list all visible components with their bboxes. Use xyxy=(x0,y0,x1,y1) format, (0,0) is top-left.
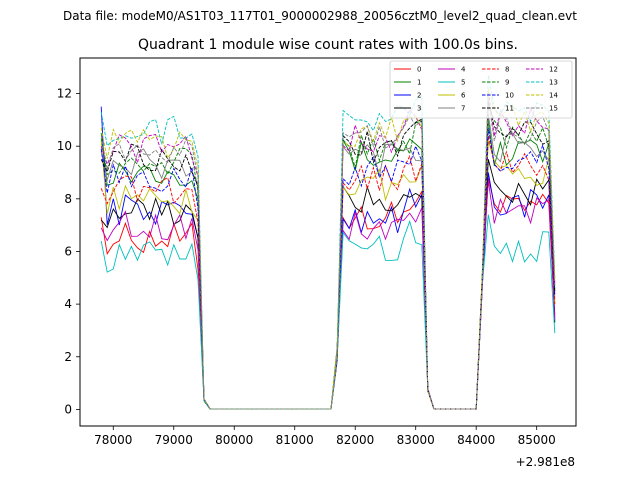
legend-label-11: 11 xyxy=(505,105,514,113)
data-file-label: Data file: modeM0/AS1T03_117T01_90000029… xyxy=(63,9,577,23)
legend-box xyxy=(389,60,573,119)
x-tick-label: 79000 xyxy=(155,433,193,447)
y-tick-label: 10 xyxy=(57,139,72,153)
y-tick-label: 0 xyxy=(64,402,72,416)
legend-label-8: 8 xyxy=(505,66,509,74)
x-tick-label: 80000 xyxy=(215,433,253,447)
series-line-3 xyxy=(100,159,556,410)
legend-label-12: 12 xyxy=(549,66,558,74)
x-tick-label: 85000 xyxy=(518,433,556,447)
legend-label-6: 6 xyxy=(461,92,466,100)
series-lines xyxy=(100,75,556,410)
legend-label-4: 4 xyxy=(461,66,466,74)
y-tick-label: 8 xyxy=(64,192,72,206)
legend-label-14: 14 xyxy=(549,92,558,100)
legend-label-3: 3 xyxy=(417,105,421,113)
legend-label-9: 9 xyxy=(505,79,509,87)
legend-label-5: 5 xyxy=(461,79,465,87)
y-tick-label: 12 xyxy=(57,87,72,101)
chart-title: Quadrant 1 module wise count rates with … xyxy=(138,37,518,53)
series-line-0 xyxy=(100,177,556,410)
legend-label-15: 15 xyxy=(549,105,558,113)
series-line-10 xyxy=(100,127,556,410)
x-tick-label: 81000 xyxy=(276,433,314,447)
x-tick-label: 82000 xyxy=(336,433,374,447)
x-tick-label: 78000 xyxy=(94,433,132,447)
y-axis: 0 2 4 6 8 10 12 xyxy=(57,87,80,416)
x-axis: 78000 79000 80000 81000 82000 83000 84000 85000 xyxy=(94,426,556,447)
series-line-15 xyxy=(100,98,556,410)
legend-label-1: 1 xyxy=(417,79,421,87)
y-tick-label: 6 xyxy=(64,244,72,258)
y-tick-label: 2 xyxy=(64,350,72,364)
legend-label-10: 10 xyxy=(505,92,514,100)
x-tick-label: 84000 xyxy=(457,433,495,447)
legend-label-0: 0 xyxy=(417,66,421,74)
legend-label-13: 13 xyxy=(549,79,558,87)
legend-label-7: 7 xyxy=(461,105,465,113)
series-line-4 xyxy=(100,180,556,410)
y-tick-label: 4 xyxy=(64,297,72,311)
x-offset-label: +2.981e8 xyxy=(516,455,575,469)
x-tick-label: 83000 xyxy=(397,433,435,447)
legend-label-2: 2 xyxy=(417,92,421,100)
plot-frame xyxy=(79,57,577,427)
series-line-5 xyxy=(100,214,556,410)
